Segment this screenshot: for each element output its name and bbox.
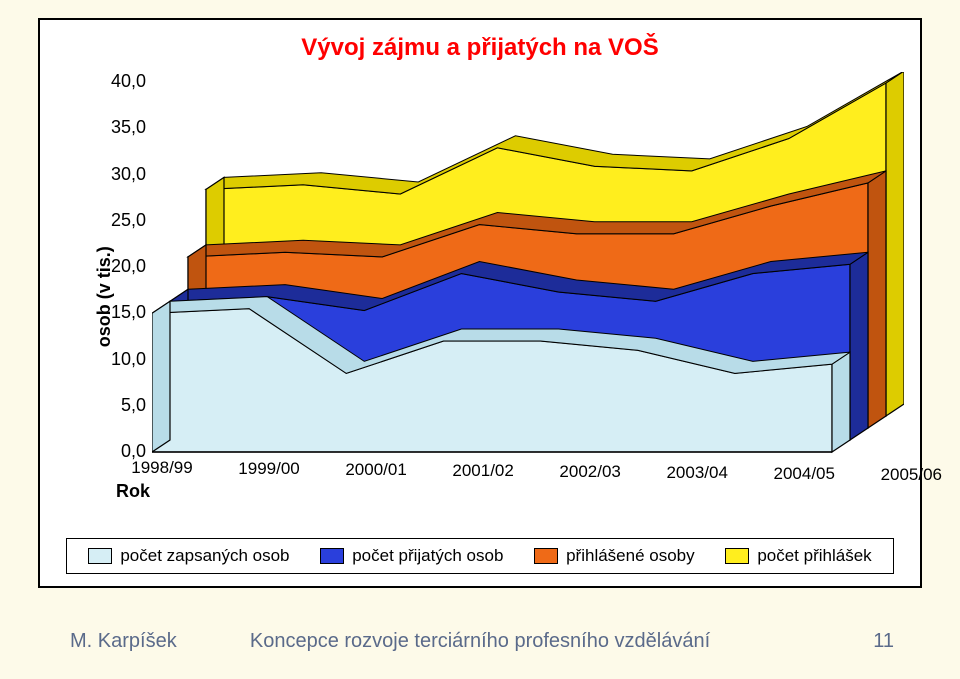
chart-frame: Vývoj zájmu a přijatých na VOŠ osob (v t…	[38, 18, 922, 588]
y-tick-label: 5,0	[98, 395, 146, 416]
footer-author: M. Karpíšek	[70, 630, 177, 653]
y-tick-label: 15,0	[98, 302, 146, 323]
x-tick-label: 2005/06	[871, 465, 951, 485]
x-axis-label: Rok	[116, 481, 150, 502]
legend: počet zapsaných osob počet přijatých osob…	[66, 538, 894, 574]
chart-title: Vývoj zájmu a přijatých na VOŠ	[40, 34, 920, 62]
legend-label: počet přihlášek	[757, 546, 871, 566]
legend-label: přihlášené osoby	[566, 546, 695, 566]
legend-item: počet zapsaných osob	[88, 546, 289, 566]
y-tick-label: 10,0	[98, 349, 146, 370]
x-tick-label: 1999/00	[229, 459, 309, 479]
footer-page-number: 11	[873, 630, 894, 653]
x-tick-label: 1998/99	[122, 458, 202, 478]
y-tick-label: 40,0	[98, 71, 146, 92]
legend-swatch	[88, 548, 112, 564]
legend-item: počet přijatých osob	[320, 546, 503, 566]
footer-title: Koncepce rozvoje terciárního profesního …	[250, 630, 710, 653]
x-tick-label: 2002/03	[550, 462, 630, 482]
x-tick-label: 2001/02	[443, 461, 523, 481]
x-tick-label: 2003/04	[657, 463, 737, 483]
legend-swatch	[725, 548, 749, 564]
legend-label: počet zapsaných osob	[120, 546, 289, 566]
legend-swatch	[534, 548, 558, 564]
y-tick-label: 20,0	[98, 256, 146, 277]
legend-item: přihlášené osoby	[534, 546, 695, 566]
legend-label: počet přijatých osob	[352, 546, 503, 566]
x-tick-label: 2000/01	[336, 460, 416, 480]
x-tick-label: 2004/05	[764, 464, 844, 484]
legend-swatch	[320, 548, 344, 564]
y-tick-label: 35,0	[98, 117, 146, 138]
area-chart	[152, 72, 904, 472]
y-tick-label: 30,0	[98, 164, 146, 185]
legend-item: počet přihlášek	[725, 546, 871, 566]
y-tick-label: 25,0	[98, 210, 146, 231]
